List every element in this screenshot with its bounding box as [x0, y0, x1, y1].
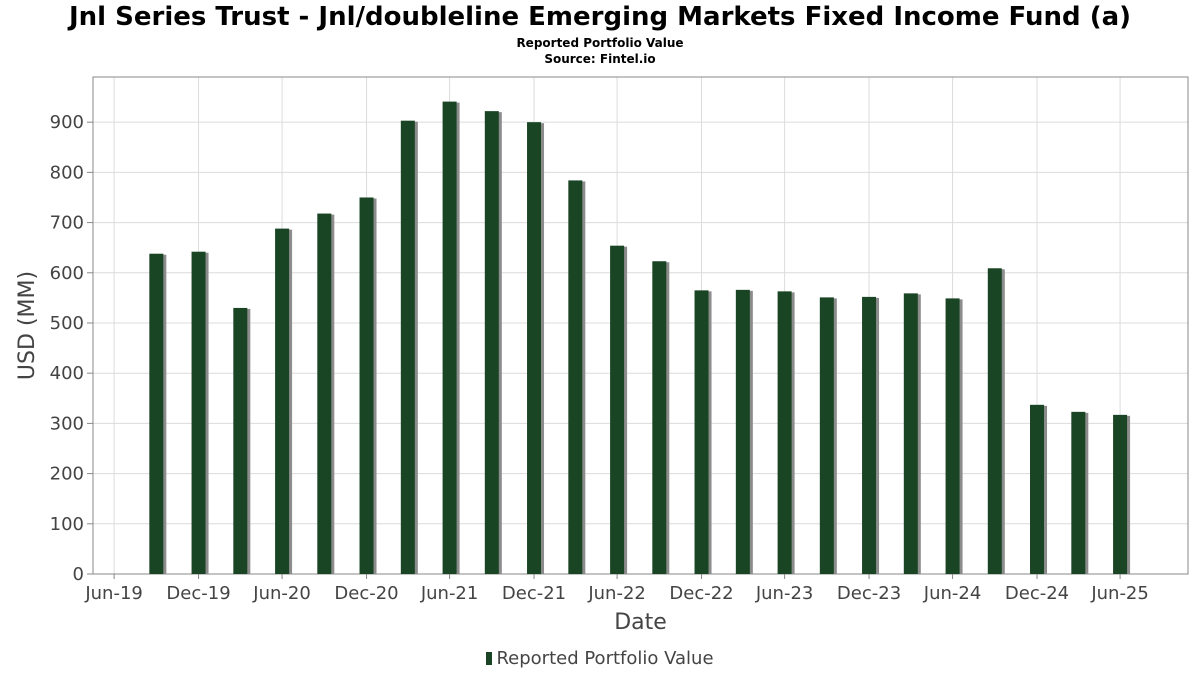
y-tick-label: 300	[50, 413, 84, 434]
bar	[191, 251, 206, 574]
bar	[149, 253, 164, 574]
bar	[1030, 404, 1045, 574]
y-tick-label: 500	[50, 313, 84, 334]
bar	[527, 122, 542, 574]
bar	[442, 101, 457, 574]
y-axis-title: USD (MM)	[15, 271, 40, 380]
bar	[1071, 411, 1086, 574]
x-tick-label: Jun-21	[420, 583, 479, 604]
grid-lines	[93, 77, 1188, 575]
x-tick-label: Jun-23	[755, 583, 814, 604]
legend-label: Reported Portfolio Value	[496, 648, 714, 669]
y-tick-label: 100	[50, 514, 84, 535]
x-axis-title: Date	[614, 610, 667, 635]
chart-subtitle: Reported Portfolio Value	[516, 36, 684, 50]
x-tick-label: Jun-22	[587, 583, 646, 604]
legend-swatch	[486, 652, 493, 665]
y-tick-label: 900	[50, 112, 84, 133]
chart-title: Jnl Series Trust - Jnl/doubleline Emergi…	[68, 2, 1132, 32]
bar	[819, 297, 834, 574]
bar	[610, 245, 625, 575]
bar	[987, 268, 1002, 574]
axes: 0 100 200 300 400 500 600 700 800 900 Jun-19 Dec-19…	[50, 112, 1149, 604]
bar	[484, 111, 499, 574]
bar	[400, 120, 415, 575]
y-tick-label: 400	[50, 363, 84, 384]
x-tick-label: Jun-19	[84, 583, 143, 604]
bar	[568, 180, 583, 574]
x-tick-label: Dec-20	[334, 583, 398, 604]
y-tick-label: 700	[50, 213, 84, 234]
chart-source: Source: Fintel.io	[544, 52, 656, 66]
x-tick-label: Dec-23	[837, 583, 901, 604]
bar	[359, 197, 374, 574]
legend: Reported Portfolio Value	[0, 648, 1200, 669]
y-tick-label: 600	[50, 263, 84, 284]
bar	[862, 296, 877, 574]
x-tick-label: Dec-24	[1005, 583, 1069, 604]
x-tick-label: Jun-20	[252, 583, 311, 604]
bar	[777, 291, 792, 574]
bar	[233, 307, 248, 574]
x-tick-label: Dec-19	[166, 583, 230, 604]
y-tick-label: 800	[50, 162, 84, 183]
y-tick-label: 0	[73, 564, 84, 585]
plot-area	[92, 76, 1189, 575]
bar	[735, 289, 750, 574]
bar	[652, 261, 667, 574]
bar	[317, 213, 332, 574]
x-tick-label: Jun-25	[1090, 583, 1149, 604]
bar	[903, 293, 918, 574]
bar	[275, 228, 290, 574]
bars	[149, 101, 1131, 575]
bar	[945, 298, 960, 574]
bar	[694, 290, 709, 574]
bar	[1113, 414, 1128, 574]
x-tick-label: Dec-22	[669, 583, 733, 604]
y-tick-label: 200	[50, 464, 84, 485]
x-tick-label: Dec-21	[502, 583, 566, 604]
x-tick-label: Jun-24	[923, 583, 982, 604]
